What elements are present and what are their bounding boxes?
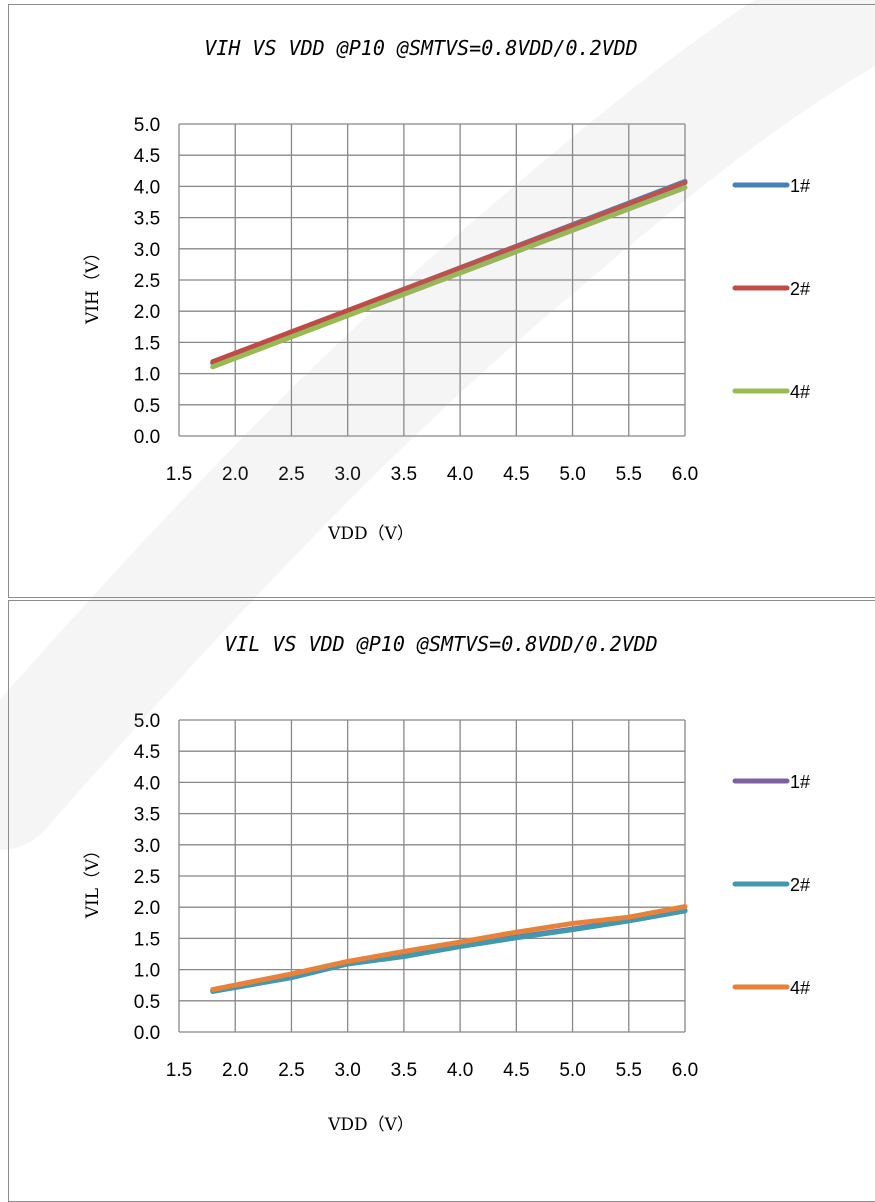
x-tick-label: 3.5 <box>391 464 417 485</box>
y-tick-label: 3.5 <box>134 805 160 826</box>
x-tick-label: 6.0 <box>672 464 698 485</box>
y-axis-title: VIL（V） <box>83 842 103 920</box>
y-tick-label: 4.5 <box>134 146 160 167</box>
y-tick-label: 2.5 <box>134 271 160 292</box>
x-axis-title: VDD（V） <box>327 524 414 544</box>
x-tick-label: 1.5 <box>166 1060 192 1081</box>
y-tick-labels: 0.0 0.5 1.0 1.5 2.0 2.5 3.0 3.5 4.0 4.5 5.0 <box>134 115 160 448</box>
x-tick-label: 5.0 <box>559 464 585 485</box>
y-tick-labels: 0.0 0.5 1.0 1.5 2.0 2.5 3.0 3.5 4.0 4.5 5.0 <box>134 711 160 1044</box>
y-tick-label: 3.0 <box>134 240 160 261</box>
legend-label: 1# <box>790 772 810 792</box>
x-tick-label: 2.0 <box>222 1060 248 1081</box>
x-tick-label: 2.5 <box>278 464 304 485</box>
y-tick-label: 2.5 <box>134 867 160 888</box>
legend: 1# 2# 4# <box>732 772 810 998</box>
y-tick-label: 0.0 <box>134 1023 160 1044</box>
x-tick-label: 4.0 <box>447 1060 473 1081</box>
x-tick-label: 5.5 <box>616 1060 642 1081</box>
x-tick-label: 2.5 <box>278 1060 304 1081</box>
x-tick-label: 1.5 <box>166 464 192 485</box>
series-line-4# <box>210 185 688 370</box>
x-tick-label: 3.5 <box>391 1060 417 1081</box>
x-tick-labels: 1.5 2.0 2.5 3.0 3.5 4.0 4.5 5.0 5.5 6.0 <box>166 1060 698 1081</box>
legend-label: 4# <box>790 382 810 402</box>
vil-chart: VIL VS VDD @P10 @SMTVS=0.8VDD/0.2VDD 0.0… <box>83 632 810 1135</box>
y-tick-label: 1.5 <box>134 333 160 354</box>
legend-label: 4# <box>790 978 810 998</box>
y-tick-label: 3.5 <box>134 209 160 230</box>
y-tick-label: 3.0 <box>134 836 160 857</box>
y-tick-label: 1.0 <box>134 365 160 386</box>
series-lines <box>210 904 688 994</box>
x-tick-label: 4.5 <box>503 464 529 485</box>
y-tick-label: 2.0 <box>134 302 160 323</box>
series-line-2# <box>210 180 688 365</box>
vih-chart: VIH VS VDD @P10 @SMTVS=0.8VDD/0.2VDD 0.0… <box>83 36 810 544</box>
x-tick-label: 5.0 <box>559 1060 585 1081</box>
y-tick-label: 5.0 <box>134 711 160 732</box>
chart-title: VIL VS VDD @P10 @SMTVS=0.8VDD/0.2VDD <box>224 632 657 656</box>
x-tick-label: 4.5 <box>503 1060 529 1081</box>
y-tick-label: 4.0 <box>134 773 160 794</box>
y-tick-label: 0.5 <box>134 396 160 417</box>
y-tick-label: 4.0 <box>134 177 160 198</box>
y-tick-label: 5.0 <box>134 115 160 136</box>
vil-chart-panel: VIL VS VDD @P10 @SMTVS=0.8VDD/0.2VDD 0.0… <box>8 600 875 1202</box>
x-axis-title: VDD（V） <box>327 1115 414 1135</box>
vih-chart-panel: VIH VS VDD @P10 @SMTVS=0.8VDD/0.2VDD 0.0… <box>8 4 875 598</box>
x-tick-labels: 1.5 2.0 2.5 3.0 3.5 4.0 4.5 5.0 5.5 6.0 <box>166 464 698 485</box>
y-tick-label: 0.0 <box>134 427 160 448</box>
legend-label: 2# <box>790 279 810 299</box>
y-tick-label: 1.5 <box>134 929 160 950</box>
series-lines <box>210 178 688 370</box>
x-tick-label: 2.0 <box>222 464 248 485</box>
x-tick-label: 3.0 <box>334 464 360 485</box>
x-tick-label: 6.0 <box>672 1060 698 1081</box>
y-tick-label: 2.0 <box>134 898 160 919</box>
y-tick-label: 0.5 <box>134 992 160 1013</box>
x-tick-label: 4.0 <box>447 464 473 485</box>
legend-label: 2# <box>790 875 810 895</box>
y-tick-label: 1.0 <box>134 961 160 982</box>
series-line-4# <box>210 904 688 993</box>
series-line-2# <box>210 908 688 994</box>
legend: 1# 2# 4# <box>732 176 810 402</box>
y-tick-label: 4.5 <box>134 742 160 763</box>
x-tick-label: 5.5 <box>616 464 642 485</box>
x-tick-label: 3.0 <box>334 1060 360 1081</box>
chart-title: VIH VS VDD @P10 @SMTVS=0.8VDD/0.2VDD <box>204 36 637 60</box>
legend-label: 1# <box>790 176 810 196</box>
y-axis-title: VIH（V） <box>83 244 103 325</box>
